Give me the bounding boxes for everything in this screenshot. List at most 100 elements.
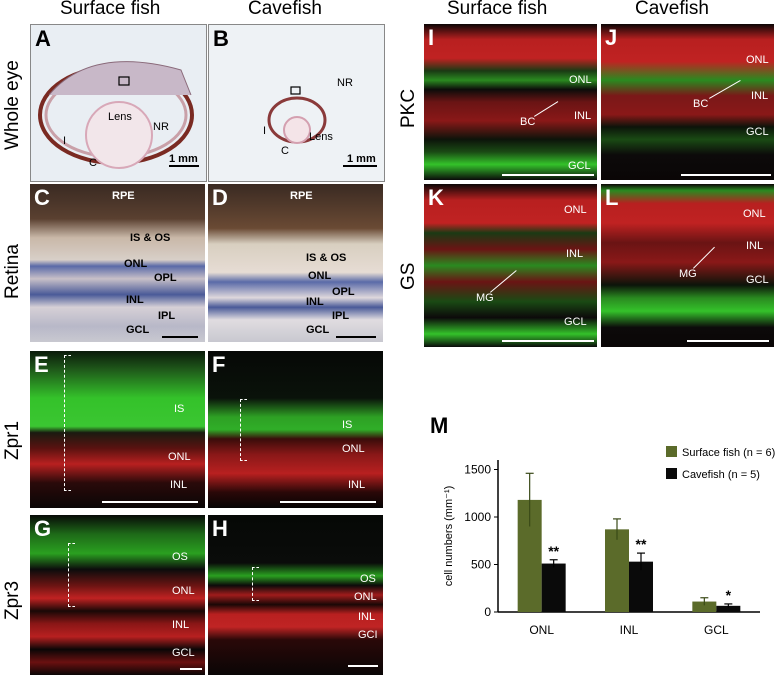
panel-c-retina-surface: C RPE IS & OS ONL OPL INL IPL GCL (30, 184, 205, 342)
y-tick-label: 1500 (464, 463, 491, 477)
panel-i-pkc-surface: I ONL BC INL GCL (424, 24, 597, 180)
ipl-label: IPL (158, 310, 176, 322)
eye-section-illustration (267, 86, 327, 144)
column-header-cave-left: Cavefish (248, 0, 322, 19)
inl-label: INL (306, 296, 324, 308)
inl-label: INL (126, 294, 144, 306)
scale-bar (102, 501, 198, 503)
bc-pointer-line (709, 80, 741, 99)
significance-marker: ** (636, 536, 647, 552)
mg-label: MG (476, 292, 494, 304)
rpe-label: RPE (112, 190, 135, 202)
scale-label: 1 mm (347, 153, 376, 165)
cell-count-bar-chart: 0 500 1000 1500 cell numbers (mm⁻¹) ** ONL ** IN… (443, 446, 775, 637)
bc-pointer-line (534, 101, 559, 117)
scale-bar (348, 665, 378, 667)
panel-letter: C (34, 185, 50, 210)
gcl-label: GCL (126, 324, 150, 336)
bar-surface-gcl (692, 601, 717, 612)
cornea-label: C (281, 145, 289, 157)
inl-label: INL (170, 479, 188, 491)
panel-b-whole-eye-cave: B NR I C Lens 1 mm (208, 24, 385, 182)
gcl-label: GCL (746, 126, 769, 138)
x-tick-label: INL (620, 623, 639, 637)
y-tick-label: 500 (471, 558, 491, 572)
row-label-zpr1: Zpr1 (2, 420, 23, 460)
gcl-label: GCI (358, 629, 378, 641)
inl-label: INL (746, 240, 764, 252)
onl-label: ONL (354, 591, 377, 603)
scale-bar (162, 336, 198, 338)
legend-swatch (666, 468, 677, 479)
y-tick-label: 1000 (464, 510, 491, 524)
scale-bar (336, 336, 376, 338)
panel-letter: L (605, 185, 619, 210)
bc-label: BC (693, 98, 709, 110)
mg-pointer-line (693, 246, 715, 269)
row-label-gs: GS (398, 262, 419, 290)
panel-letter: D (212, 185, 228, 210)
panel-f-zpr1-cave: F IS ONL INL (208, 351, 383, 508)
cornea-label: C (89, 157, 97, 169)
opl-label: OPL (332, 286, 355, 298)
scale-bar (502, 174, 594, 176)
column-header-cave-right: Cavefish (635, 0, 709, 19)
panel-letter: J (605, 25, 618, 50)
legend-label: Cavefish (n = 5) (682, 469, 760, 481)
panel-k-gs-surface: K ONL INL MG GCL (424, 184, 597, 347)
gcl-label: GCL (564, 316, 587, 328)
panel-m-letter: M (430, 413, 449, 438)
nr-label: NR (153, 121, 169, 133)
scale-bar (502, 340, 594, 342)
scale-bar (169, 165, 199, 167)
panel-letter: H (212, 516, 228, 541)
legend-label: Surface fish (n = 6) (682, 447, 775, 459)
panel-a-whole-eye-surface: A Lens NR I C 1 mm (30, 24, 207, 182)
panel-letter: I (428, 25, 435, 50)
is-os-label: IS & OS (306, 252, 347, 264)
significance-marker: ** (548, 543, 559, 559)
gcl-label: GCL (306, 324, 330, 336)
y-tick-label: 0 (484, 605, 491, 619)
panel-d-retina-cave: D RPE IS & OS ONL OPL INL IPL GCL (208, 184, 383, 342)
panel-j-pkc-cave: J ONL BC INL GCL (601, 24, 774, 180)
opl-label: OPL (154, 272, 177, 284)
os-label: OS (360, 573, 376, 585)
panel-letter: A (35, 26, 51, 51)
inl-label: INL (574, 110, 592, 122)
scale-bar (180, 668, 202, 670)
layer-bracket (240, 399, 247, 461)
lens-label: Lens (108, 111, 132, 123)
scale-bar (343, 165, 377, 167)
is-label: IS (174, 403, 185, 415)
onl-label: ONL (124, 258, 148, 270)
rpe-label: RPE (290, 190, 313, 202)
scale-bar (280, 501, 376, 503)
scale-label: 1 mm (169, 153, 198, 165)
onl-label: ONL (569, 74, 592, 86)
panel-h-zpr3-cave: H OS ONL INL GCI (208, 515, 383, 675)
panel-g-zpr3-surface: G OS ONL INL GCL (30, 515, 205, 675)
nr-label: NR (337, 77, 353, 89)
is-label: IS (342, 419, 353, 431)
scale-bar (681, 174, 771, 176)
onl-label: ONL (308, 270, 332, 282)
significance-marker: * (726, 587, 732, 603)
inl-label: INL (751, 90, 769, 102)
legend-swatch (666, 446, 677, 457)
row-label-pkc: PKC (398, 88, 419, 128)
panel-letter: G (34, 516, 52, 541)
panel-letter: K (428, 185, 444, 210)
onl-label: ONL (342, 443, 365, 455)
os-label: OS (172, 551, 188, 563)
panel-e-zpr1-surface: E IS ONL INL (30, 351, 205, 508)
onl-label: ONL (746, 54, 769, 66)
gcl-label: GCL (568, 160, 591, 172)
inl-label: INL (348, 479, 366, 491)
gcl-label: GCL (172, 647, 195, 659)
layer-bracket (68, 543, 75, 607)
onl-label: ONL (168, 451, 191, 463)
panel-l-gs-cave: L ONL INL MG GCL (601, 184, 774, 347)
x-tick-label: GCL (704, 623, 729, 637)
onl-label: ONL (564, 204, 587, 216)
